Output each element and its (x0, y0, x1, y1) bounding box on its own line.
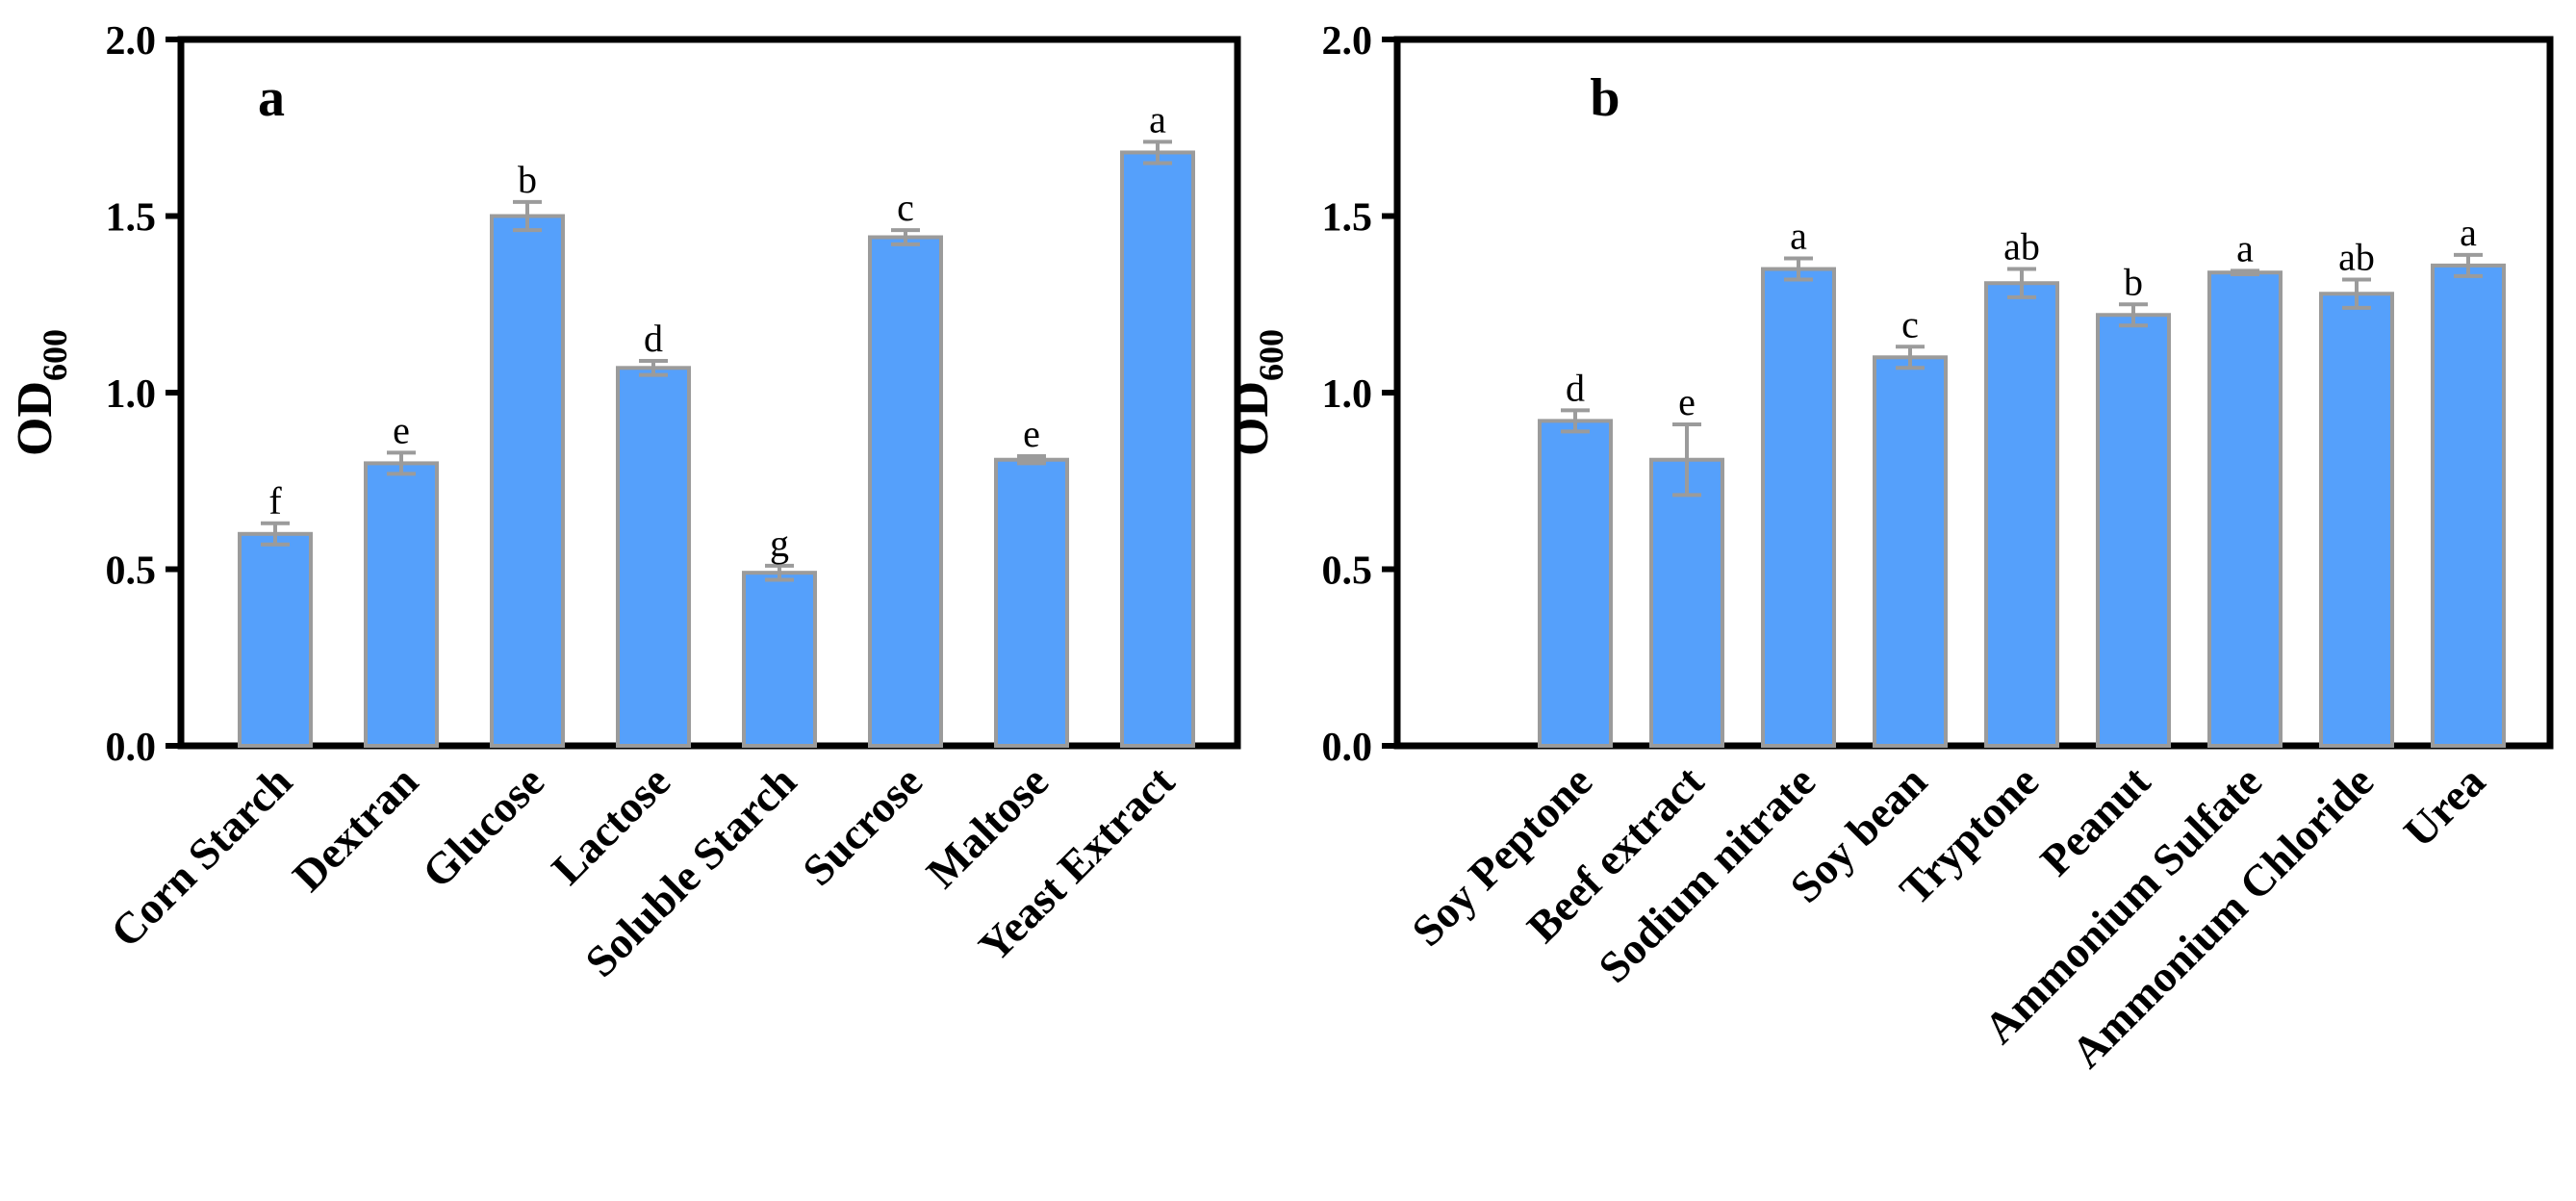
error-bar (261, 521, 290, 547)
error-bar (2119, 302, 2148, 328)
significance-label: b (2124, 260, 2143, 303)
y-tick-label: 0.5 (1322, 549, 1373, 594)
significance-label: g (770, 522, 789, 565)
bar (1538, 419, 1613, 748)
plot-frame (177, 36, 1241, 750)
y-axis-title: OD600 (1224, 329, 1290, 456)
y-tick-label: 1.0 (106, 372, 157, 417)
significance-label: e (1678, 380, 1696, 423)
category-label: Sucrose (793, 756, 931, 895)
significance-label: c (897, 186, 914, 229)
bar (616, 366, 691, 748)
category-label: Urea (2394, 756, 2494, 856)
significance-label: d (644, 317, 663, 360)
bar (1649, 457, 1724, 748)
error-bar (513, 199, 542, 233)
significance-label: e (1023, 412, 1040, 455)
bar (490, 214, 565, 748)
y-axis-title-subscript: 600 (1252, 329, 1290, 381)
category-label: Dextran (283, 756, 427, 901)
bar (994, 457, 1069, 748)
bar (742, 571, 817, 748)
significance-label: a (1790, 215, 1807, 258)
significance-label: d (1566, 366, 1585, 409)
significance-label: f (268, 479, 282, 523)
error-bar (387, 450, 416, 476)
error-bar (2454, 252, 2483, 278)
error-bar (2342, 277, 2371, 310)
error-bar (1017, 454, 1046, 466)
significance-label: ab (2338, 236, 2375, 279)
category-label: Glucose (413, 756, 553, 897)
significance-label: a (1149, 97, 1166, 141)
bar (238, 531, 313, 748)
bar (2431, 263, 2506, 748)
bar (1984, 281, 2059, 748)
y-axis-title: OD600 (8, 329, 74, 456)
significance-label: ab (2003, 225, 2040, 268)
bar (1761, 267, 1836, 748)
bar (2319, 292, 2394, 748)
significance-label: e (393, 408, 410, 451)
bar (868, 235, 943, 748)
y-tick-label: 1.0 (1322, 372, 1373, 417)
y-axis-title-subscript: 600 (36, 329, 74, 381)
y-tick-label: 1.5 (1322, 196, 1373, 241)
error-bar (1561, 408, 1590, 434)
y-tick-label: 0.0 (1322, 726, 1373, 770)
significance-label: b (518, 158, 537, 201)
bar (1120, 150, 1195, 748)
bar (2096, 313, 2171, 748)
y-axis-title-main: OD (1224, 381, 1279, 456)
y-tick-label: 2.0 (106, 19, 157, 64)
bar (364, 461, 439, 748)
bar (1873, 355, 1948, 748)
y-tick-label: 0.0 (106, 726, 157, 770)
y-tick-label: 1.5 (106, 196, 157, 241)
significance-label: a (2236, 226, 2254, 269)
error-bar (765, 563, 794, 582)
error-bar (1672, 422, 1701, 498)
error-bar (1896, 345, 1925, 371)
error-bar (891, 228, 920, 246)
significance-label: c (1901, 302, 1919, 345)
bar (2207, 270, 2283, 748)
chart-panel-a: 0.0 0.5 1.0 1.5 2.0 OD600 a f Corn Starch e Dextra… (8, 19, 1241, 986)
y-tick-label: 2.0 (1322, 19, 1373, 64)
error-bar (639, 358, 668, 377)
panel-label: a (258, 68, 285, 128)
error-bar (2007, 267, 2036, 299)
panel-label: b (1590, 68, 1620, 128)
y-axis-title-main: OD (8, 381, 63, 456)
category-label: Corn Starch (101, 756, 301, 957)
y-tick-label: 0.5 (106, 549, 157, 594)
significance-label: a (2460, 211, 2477, 254)
error-bar (2231, 268, 2259, 277)
error-bar (1143, 140, 1172, 166)
error-bar (1784, 256, 1813, 282)
